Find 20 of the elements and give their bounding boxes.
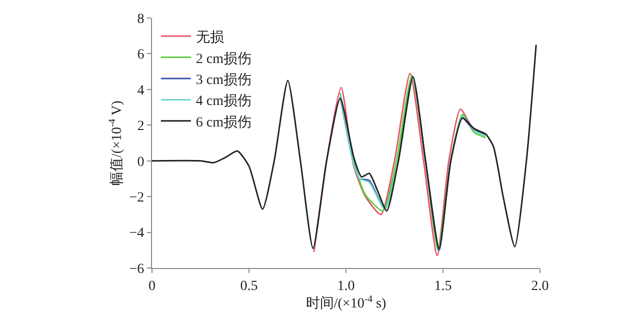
x-tick-label: 2.0 (531, 278, 549, 294)
y-tick-label: 0 (137, 154, 144, 170)
y-tick-label: 6 (137, 48, 144, 63)
x-tick-label: 0.5 (240, 278, 258, 294)
legend-label: 6 cm损伤 (196, 114, 252, 130)
line-series (152, 44, 537, 250)
x-tick-label: 1.5 (434, 278, 452, 294)
y-tick-label: −6 (129, 262, 144, 277)
x-tick-label: 0 (148, 278, 156, 294)
legend-label: 4 cm损伤 (196, 93, 252, 110)
legend-label: 3 cm损伤 (196, 72, 252, 88)
y-tick-label: −2 (129, 190, 144, 206)
y-tick-label: −4 (129, 226, 144, 242)
x-tick-label: 1.0 (337, 278, 355, 294)
y-tick-label: 8 (137, 12, 144, 27)
legend-label: 2 cm损伤 (196, 50, 252, 67)
x-axis-title: 时间/(×10$^{-4}$ s) (306, 294, 386, 312)
y-tick-label: 2 (137, 119, 144, 134)
legend-label: 无损 (196, 30, 224, 46)
y-tick-label: 4 (137, 83, 144, 98)
